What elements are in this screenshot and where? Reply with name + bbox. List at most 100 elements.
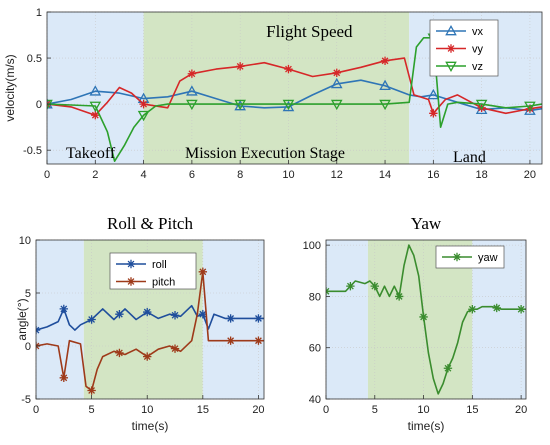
data-point-vx	[524, 104, 536, 115]
data-point-vz	[234, 99, 246, 111]
data-point-yaw	[419, 312, 428, 322]
axes-frame	[35, 239, 265, 400]
phase-region-0	[326, 240, 368, 399]
x-tick-label: 2	[92, 169, 98, 181]
data-point-roll	[170, 311, 180, 320]
y-tick-label: 5	[25, 288, 31, 300]
data-point-vy	[91, 110, 100, 120]
axes-frame	[325, 239, 527, 400]
legend-label-vy: vy	[472, 44, 484, 56]
series-group	[36, 267, 264, 395]
data-point-vz	[475, 99, 488, 111]
phase-region-2	[202, 240, 264, 399]
y-tick-label: 10	[19, 235, 31, 247]
data-point-yaw	[468, 305, 477, 314]
data-point-pitch	[170, 344, 180, 353]
data-point-vx	[89, 85, 102, 96]
legend-label-yaw: yaw	[478, 252, 498, 264]
data-point-vz	[379, 99, 391, 111]
x-tick-label: 0	[33, 404, 39, 416]
x-axis-label: time(s)	[408, 419, 445, 433]
legend-label-pitch: pitch	[152, 277, 175, 289]
x-tick-label: 14	[379, 169, 391, 181]
data-point-vz	[186, 99, 198, 111]
x-tick-label: 5	[89, 404, 95, 416]
legend-marker-vy	[446, 44, 456, 53]
data-point-vy	[332, 68, 341, 77]
data-point-yaw	[394, 292, 404, 301]
data-point-yaw	[516, 305, 526, 314]
y-tick-label: 0	[36, 99, 42, 111]
data-point-vx	[330, 77, 343, 89]
series-line-vx	[47, 79, 542, 112]
y-tick-label: 1	[36, 7, 42, 19]
data-point-pitch	[115, 348, 124, 358]
data-point-roll	[143, 307, 152, 317]
x-tick-label: 5	[372, 404, 378, 416]
data-point-vy	[429, 109, 438, 118]
legend-marker-yaw	[452, 252, 462, 262]
chart-title: Yaw	[411, 214, 442, 233]
x-tick-label: 4	[141, 169, 147, 181]
phase-label: Takeoff	[66, 145, 116, 162]
data-point-roll	[254, 314, 263, 323]
data-point-vx	[282, 100, 295, 112]
data-point-yaw	[443, 364, 453, 373]
chart-title: Flight Speed	[266, 22, 353, 41]
data-point-roll	[59, 304, 69, 314]
x-tick-label: 16	[427, 169, 439, 181]
data-point-roll	[87, 315, 96, 324]
yaw-plot: 0 5 10 15 20 40 60 80 100 Yaw time(s) yaw	[303, 214, 528, 433]
y-tick-label: -0.5	[23, 145, 42, 157]
data-point-vx	[379, 79, 391, 91]
series-line-vy	[47, 57, 542, 116]
x-tick-label: 15	[466, 404, 478, 416]
data-point-vy	[284, 64, 293, 74]
x-tick-label: 10	[141, 404, 153, 416]
data-point-roll	[115, 310, 124, 319]
data-point-vz	[47, 99, 53, 111]
data-point-pitch	[226, 336, 235, 345]
legend-marker-vz	[445, 61, 457, 73]
x-tick-label: 20	[515, 404, 527, 416]
data-point-vx	[427, 88, 440, 100]
legend-marker-pitch	[126, 277, 136, 286]
series-line-vz	[47, 37, 542, 162]
x-tick-label: 0	[323, 404, 329, 416]
data-point-pitch	[87, 386, 96, 395]
data-point-yaw	[492, 303, 501, 313]
data-point-roll	[226, 314, 235, 323]
data-point-vz	[137, 110, 150, 122]
series-group	[326, 244, 526, 395]
x-tick-label: 12	[331, 169, 343, 181]
data-point-vz	[330, 99, 343, 111]
data-point-pitch	[254, 336, 263, 345]
data-point-pitch	[198, 267, 208, 276]
data-point-vy	[235, 62, 245, 71]
y-axis-label: angle(°)	[15, 298, 29, 340]
data-point-vy	[187, 69, 197, 78]
y-tick-label: 100	[303, 240, 321, 252]
y-tick-label: 80	[309, 291, 321, 303]
legend-label-vz: vz	[472, 61, 483, 73]
data-point-vz	[282, 99, 295, 111]
x-tick-label: 10	[282, 169, 294, 181]
x-tick-label: 20	[524, 169, 536, 181]
legend-box	[109, 252, 197, 290]
x-tick-label: 15	[197, 404, 209, 416]
y-tick-label: 0	[25, 341, 31, 353]
phase-label: Land	[453, 149, 486, 166]
data-point-vz	[89, 101, 102, 112]
legend-marker-roll	[126, 259, 136, 269]
y-tick-label: 0.5	[27, 53, 42, 65]
data-point-vy	[380, 56, 390, 66]
data-point-roll	[198, 310, 208, 319]
legend-marker-vx	[445, 24, 457, 36]
chart-title: Roll & Pitch	[107, 214, 193, 233]
legend-label-roll: roll	[152, 259, 167, 271]
data-point-yaw	[370, 281, 379, 291]
data-point-vx	[186, 85, 198, 96]
